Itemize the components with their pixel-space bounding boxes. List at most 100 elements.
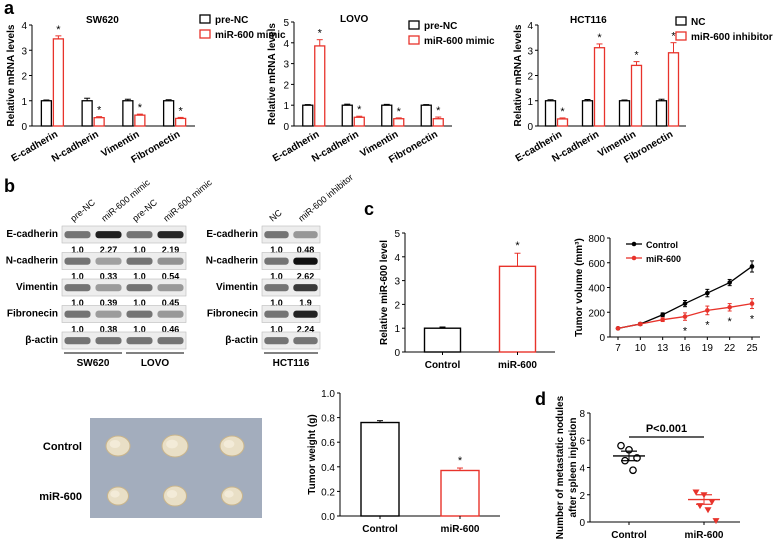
blot-right-band: [264, 231, 289, 239]
chart-c2-legend-label: miR-600: [646, 254, 681, 264]
chart-d-pvalue: P<0.001: [646, 423, 687, 435]
chart-a3-legend-label: NC: [691, 17, 705, 28]
blot-left-band: [126, 310, 153, 318]
chart-d-point-control: [629, 466, 637, 475]
blot-left-band: [157, 284, 184, 292]
chart-c2-xtick-label: 16: [679, 343, 691, 354]
blot-right-column-label: miR-600 inhibitor: [296, 172, 355, 223]
blot-left-protein-label: β-actin: [25, 335, 58, 346]
chart-c1-ytick-label: 3: [394, 277, 400, 288]
blot-right-band: [264, 284, 289, 292]
chart-d-category-label: Control: [611, 530, 647, 541]
chart-a3-title: HCT116: [570, 15, 607, 26]
chart-d-ylabel-line1: Number of metastatic nodules: [555, 395, 566, 539]
chart-c2-xtick-label: 10: [635, 343, 647, 354]
chart-a2-ytick-label: 0: [283, 122, 289, 133]
chart-c2-xtick-label: 19: [702, 343, 714, 354]
blot-right-row: [261, 225, 321, 244]
blot-right-quant-value: 1.0: [270, 272, 283, 282]
tumor-photo-row-label: miR-600: [39, 491, 82, 503]
chart-a2-ytick-label: 4: [283, 39, 289, 50]
blot-left-band: [157, 257, 184, 265]
chart-c2-xtick-label: 25: [746, 343, 758, 354]
blot-right-quant-value: 2.62: [297, 272, 315, 282]
chart-a3-bar-control: [581, 100, 594, 127]
chart-c2-point-treated: [615, 326, 621, 331]
chart-a1-ytick-label: 4: [21, 21, 27, 32]
chart-d-point-treated: [712, 518, 720, 525]
blot-left-blot-membrane: [61, 278, 187, 297]
chart-d-category-label: miR-600: [685, 530, 724, 541]
chart-d-ylabel-line2: after spleen injection: [568, 417, 579, 517]
chart-c3-ytick-label: 0.2: [321, 487, 335, 498]
blot-left-quant-value: 0.33: [100, 272, 118, 282]
blot-left-row: [61, 331, 187, 350]
chart-a1-ytick-label: 2: [21, 72, 27, 83]
blot-right-band: [264, 257, 289, 265]
panel-letter-a: a: [4, 0, 15, 18]
tumor-photo-highlight: [109, 440, 121, 448]
chart-d-ytick-label: 0: [579, 518, 585, 529]
chart-c2-xtick-label: 22: [724, 343, 736, 354]
chart-a3-ytick-label: 1: [527, 97, 533, 108]
chart-a1-bar-treated: [52, 38, 65, 127]
blot-left-blot-membrane: [61, 252, 187, 270]
chart-a2-ytick-label: 1: [283, 101, 289, 112]
blot-left-band: [126, 257, 153, 265]
chart-c2-legend-marker: [631, 255, 637, 261]
chart-a1-bar-control: [162, 100, 175, 127]
tumor-photo-highlight: [166, 439, 178, 449]
chart-a1-ytick-label: 1: [21, 97, 27, 108]
chart-a2-bar-treated: [314, 45, 326, 127]
chart-c2-point-treated: [727, 305, 732, 310]
chart-a1-bar-treated: [93, 117, 105, 127]
blot-right-row: [261, 252, 321, 270]
chart-c2-point-treated: [705, 308, 710, 313]
blot-left-column-label: pre-NC: [130, 197, 159, 224]
blot-left-band: [95, 310, 122, 318]
chart-a2-ytick-label: 3: [283, 60, 289, 71]
chart-a3-bar-control: [655, 100, 668, 127]
chart-c2-star: *: [705, 320, 710, 332]
chart-a2-title: LOVO: [340, 14, 369, 25]
blot-left-band: [126, 284, 153, 292]
chart-c2-point-treated: [682, 314, 688, 319]
blot-right-protein-label: β-actin: [225, 335, 258, 346]
chart-a2-bar-control: [302, 104, 314, 127]
blot-left-column-label: pre-NC: [68, 197, 97, 224]
blot-right-protein-label: Fibronecin: [207, 309, 258, 320]
blot-right-row: [261, 305, 321, 323]
chart-a2-star: *: [436, 105, 441, 117]
chart-d-ytick-label: 4: [579, 464, 585, 475]
chart-a3-ytick-label: 3: [527, 46, 533, 57]
blot-right-row: [261, 278, 321, 297]
blot-right-blot-membrane: [261, 331, 321, 350]
chart-c1-ylabel: Relative miR-600 level: [379, 240, 390, 345]
blot-left-quant-value: 1.0: [133, 298, 146, 308]
chart-a2-bar-treated: [353, 116, 365, 127]
chart-a1-category-label: N-cadherin: [50, 129, 101, 165]
chart-a3-star: *: [671, 31, 676, 43]
blot-left-quant-value: 0.46: [162, 325, 180, 335]
chart-a2-star: *: [318, 28, 323, 40]
blot-right-blot-membrane: [261, 225, 321, 244]
tumor-photo-row-label: Control: [43, 441, 82, 453]
blot-left-band: [126, 337, 153, 345]
chart-a1-legend-swatch: [199, 14, 211, 24]
blot-left-quant-value: 1.0: [71, 272, 84, 282]
chart-a2-legend-label: miR-600 mimic: [424, 36, 495, 47]
chart-a3-bar-control: [544, 100, 557, 127]
chart-a1-star: *: [138, 102, 143, 114]
chart-c3-ytick-label: 0.6: [321, 438, 335, 449]
blot-left-band: [95, 257, 122, 265]
blot-right-blot-membrane: [261, 252, 321, 270]
chart-c3-ytick-label: 0.0: [321, 512, 335, 523]
chart-c2-point-treated: [660, 317, 665, 322]
chart-a2-legend-swatch: [408, 35, 420, 45]
blot-left-band: [126, 231, 153, 239]
blot-left-band: [64, 284, 91, 292]
blot-right-quant-value: 1.0: [270, 325, 283, 335]
chart-a1-legend-swatch: [199, 29, 211, 39]
blot-left-protein-label: E-cadherin: [6, 229, 58, 240]
